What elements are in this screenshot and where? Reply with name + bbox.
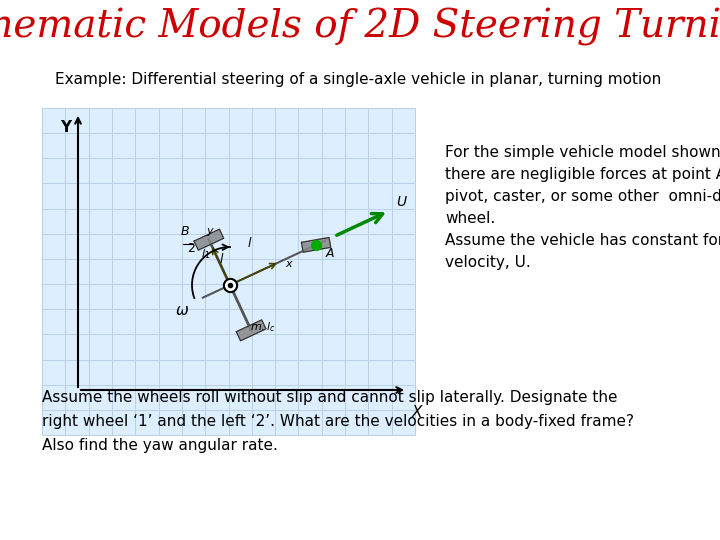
Text: $l_1$: $l_1$ — [202, 247, 211, 261]
Text: $\omega$: $\omega$ — [175, 303, 189, 318]
Text: Assume the vehicle has constant forward: Assume the vehicle has constant forward — [445, 233, 720, 248]
Text: Also find the yaw angular rate.: Also find the yaw angular rate. — [42, 438, 278, 453]
Text: l: l — [248, 237, 251, 250]
Text: B: B — [181, 225, 189, 238]
Polygon shape — [236, 320, 266, 341]
Text: 2: 2 — [187, 242, 194, 255]
Text: $m.l_c$: $m.l_c$ — [250, 320, 276, 334]
Text: U: U — [397, 195, 407, 209]
Text: Y: Y — [60, 120, 71, 135]
Polygon shape — [194, 230, 224, 250]
Polygon shape — [302, 238, 330, 252]
Text: Assume the wheels roll without slip and cannot slip laterally. Designate the: Assume the wheels roll without slip and … — [42, 390, 618, 405]
Text: X: X — [412, 405, 422, 420]
Text: Kinematic Models of 2D Steering Turning: Kinematic Models of 2D Steering Turning — [0, 8, 720, 46]
Text: right wheel ‘1’ and the left ‘2’. What are the velocities in a body-fixed frame?: right wheel ‘1’ and the left ‘2’. What a… — [42, 414, 634, 429]
Text: Example: Differential steering of a single-axle vehicle in planar, turning motio: Example: Differential steering of a sing… — [55, 72, 661, 87]
Text: velocity, U.: velocity, U. — [445, 255, 531, 270]
Text: there are negligible forces at point A. This could be a: there are negligible forces at point A. … — [445, 167, 720, 182]
Text: pivot, caster, or some other  omni-directional type: pivot, caster, or some other omni-direct… — [445, 189, 720, 204]
Text: x: x — [285, 259, 292, 269]
Text: For the simple vehicle model shown to the left,: For the simple vehicle model shown to th… — [445, 145, 720, 160]
Bar — [42, 108, 415, 435]
Text: l: l — [220, 253, 223, 266]
Text: A: A — [326, 247, 335, 260]
Text: wheel.: wheel. — [445, 211, 495, 226]
Text: y: y — [206, 226, 212, 236]
